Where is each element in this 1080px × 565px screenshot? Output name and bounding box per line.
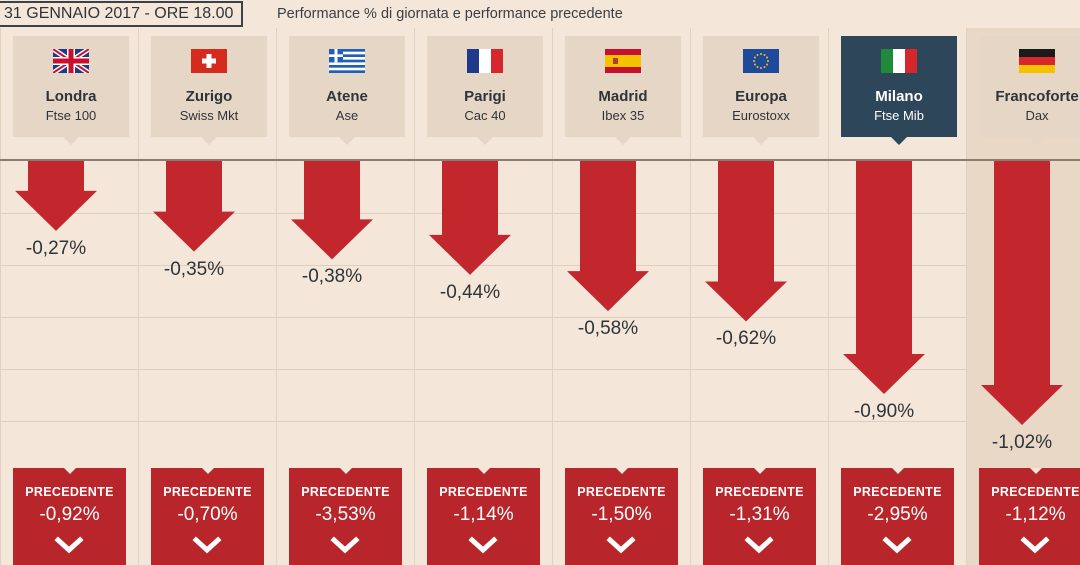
previous-performance-box: PRECEDENTE -1,50% <box>565 468 678 565</box>
market-name: Francoforte <box>995 88 1079 105</box>
chevron-down-icon <box>882 536 912 554</box>
gridline <box>0 317 1080 318</box>
market-column-francoforte: Francoforte Dax PRECEDENTE -1,12% <box>966 28 1080 565</box>
chart-subtitle: Performance % di giornata e performance … <box>277 6 623 22</box>
market-name: Londra <box>45 88 97 105</box>
market-column-europa: Europa Eurostoxx PRECEDENTE -1,31% <box>690 28 828 565</box>
market-column-madrid: Madrid Ibex 35 PRECEDENTE -1,50% <box>552 28 690 565</box>
previous-title: PRECEDENTE <box>991 485 1080 499</box>
value-label: -0,38% <box>301 266 363 288</box>
eu-flag-icon <box>743 49 779 73</box>
chevron-down-icon <box>744 536 774 554</box>
market-name: Milano <box>875 88 923 105</box>
index-name: Ase <box>335 108 359 123</box>
chevron-down-icon <box>468 536 498 554</box>
value-label: -0,27% <box>25 237 87 259</box>
previous-performance-box: PRECEDENTE -3,53% <box>289 468 402 565</box>
value-label: -0,35% <box>163 258 225 280</box>
gridline <box>0 265 1080 266</box>
market-card: Milano Ftse Mib <box>841 36 957 145</box>
spanish-flag-icon <box>605 49 641 73</box>
previous-performance-box: PRECEDENTE -1,31% <box>703 468 816 565</box>
gridline <box>0 421 1080 422</box>
index-name: Ftse Mib <box>874 108 924 123</box>
chart-header: 31 GENNAIO 2017 - ORE 18.00 Performance … <box>0 0 1080 28</box>
market-name: Atene <box>326 88 368 105</box>
previous-performance-box: PRECEDENTE -2,95% <box>841 468 954 565</box>
swiss-flag-icon <box>191 49 227 73</box>
index-name: Cac 40 <box>464 108 506 123</box>
value-label: -0,44% <box>439 281 501 303</box>
previous-value-label: -1,31% <box>729 504 790 525</box>
gridline <box>0 213 1080 214</box>
index-name: Dax <box>1025 108 1049 123</box>
value-label: -0,58% <box>577 318 639 340</box>
previous-performance-box: PRECEDENTE -1,12% <box>979 468 1080 565</box>
index-name: Swiss Mkt <box>179 108 239 123</box>
market-column-londra: Londra Ftse 100 PRECEDENTE -0,92% <box>0 28 138 565</box>
previous-value-label: -1,12% <box>1005 504 1066 525</box>
index-name: Ibex 35 <box>601 108 645 123</box>
italian-flag-icon <box>881 49 917 73</box>
index-name: Eurostoxx <box>732 108 790 123</box>
chevron-down-icon <box>192 536 222 554</box>
previous-performance-box: PRECEDENTE -0,92% <box>13 468 126 565</box>
previous-value-label: -2,95% <box>867 504 928 525</box>
market-card: Zurigo Swiss Mkt <box>151 36 267 145</box>
chevron-down-icon <box>330 536 360 554</box>
previous-value-label: -3,53% <box>315 504 376 525</box>
market-name: Madrid <box>598 88 648 105</box>
value-label: -1,02% <box>991 432 1053 453</box>
market-card: Francoforte Dax <box>979 36 1080 145</box>
market-column-milano: Milano Ftse Mib PRECEDENTE -2,95% <box>828 28 966 565</box>
market-card: Madrid Ibex 35 <box>565 36 681 145</box>
german-flag-icon <box>1019 49 1055 73</box>
index-name: Ftse 100 <box>45 108 97 123</box>
previous-value-label: -1,14% <box>453 504 514 525</box>
previous-performance-box: PRECEDENTE -1,14% <box>427 468 540 565</box>
previous-title: PRECEDENTE <box>853 485 942 499</box>
market-card: Europa Eurostoxx <box>703 36 819 145</box>
uk-flag-icon <box>53 49 89 73</box>
market-card: Atene Ase <box>289 36 405 145</box>
previous-title: PRECEDENTE <box>439 485 528 499</box>
previous-value-label: -0,92% <box>39 504 100 525</box>
market-column-zurigo: Zurigo Swiss Mkt PRECEDENTE -0,70% <box>138 28 276 565</box>
previous-title: PRECEDENTE <box>715 485 804 499</box>
previous-value-label: -0,70% <box>177 504 238 525</box>
market-column-parigi: Parigi Cac 40 PRECEDENTE -1,14% <box>414 28 552 565</box>
previous-title: PRECEDENTE <box>301 485 390 499</box>
chart-baseline <box>0 159 1080 161</box>
market-card: Parigi Cac 40 <box>427 36 543 145</box>
chevron-down-icon <box>606 536 636 554</box>
previous-title: PRECEDENTE <box>163 485 252 499</box>
date-label: 31 GENNAIO 2017 - ORE 18.00 <box>0 1 244 27</box>
previous-title: PRECEDENTE <box>25 485 114 499</box>
market-name: Zurigo <box>185 88 233 105</box>
previous-performance-box: PRECEDENTE -0,70% <box>151 468 264 565</box>
chevron-down-icon <box>54 536 84 554</box>
value-label: -0,62% <box>715 328 777 350</box>
chevron-down-icon <box>1020 536 1050 554</box>
previous-title: PRECEDENTE <box>577 485 666 499</box>
previous-value-label: -1,50% <box>591 504 652 525</box>
gridline <box>0 369 1080 370</box>
market-name: Parigi <box>464 88 506 105</box>
french-flag-icon <box>467 49 503 73</box>
market-card: Londra Ftse 100 <box>13 36 129 145</box>
market-column-atene: Atene Ase PRECEDENTE -3,53% <box>276 28 414 565</box>
value-label: -0,90% <box>853 400 915 422</box>
greek-flag-icon <box>329 49 365 73</box>
market-name: Europa <box>735 88 787 105</box>
